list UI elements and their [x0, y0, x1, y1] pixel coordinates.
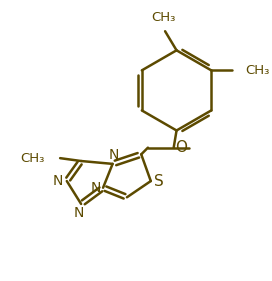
Text: CH₃: CH₃ — [151, 11, 175, 24]
Text: CH₃: CH₃ — [246, 64, 270, 77]
Text: CH₃: CH₃ — [20, 152, 45, 165]
Text: N: N — [90, 181, 101, 195]
Text: S: S — [154, 174, 164, 189]
Text: O: O — [175, 140, 187, 155]
Text: N: N — [74, 205, 84, 219]
Text: N: N — [53, 174, 63, 188]
Text: N: N — [108, 148, 119, 162]
